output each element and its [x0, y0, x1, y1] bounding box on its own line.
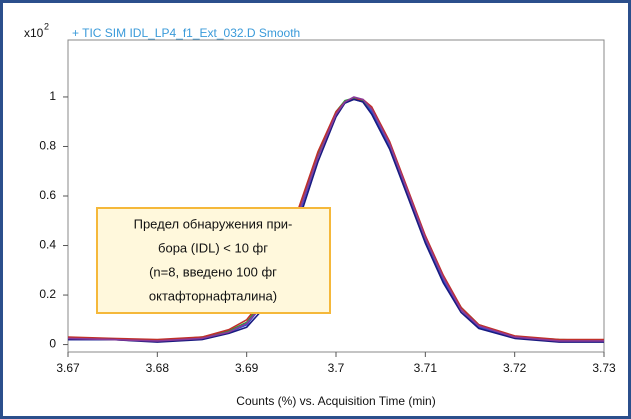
x-tick-label: 3.73: [592, 361, 616, 375]
x-tick-label: 3.71: [414, 361, 438, 375]
y-tick-label: 0: [49, 337, 56, 351]
x-tick-label: 3.69: [235, 361, 259, 375]
annotation-line: (n=8, введено 100 фг: [149, 264, 277, 279]
x-axis-label: Counts (%) vs. Acquisition Time (min): [236, 394, 435, 408]
annotation-line: октафторнафталина): [149, 288, 277, 303]
y-tick-label: 0.2: [39, 287, 56, 301]
x-tick-label: 3.72: [503, 361, 527, 375]
annotation-line: бора (IDL) < 10 фг: [158, 240, 268, 255]
y-tick-label: 0.4: [39, 238, 56, 252]
y-multiplier: x10: [24, 26, 44, 40]
x-tick-label: 3.68: [146, 361, 170, 375]
x-tick-label: 3.7: [328, 361, 345, 375]
series-line: [68, 96, 604, 342]
y-tick-label: 0.6: [39, 188, 56, 202]
y-tick-label: 1: [49, 89, 56, 103]
x-tick-label: 3.67: [56, 361, 80, 375]
annotation-line: Предел обнаружения при-: [134, 216, 293, 231]
chart-title: + TIC SIM IDL_LP4_f1_Ext_032.D Smooth: [72, 26, 300, 40]
y-multiplier-exponent: 2: [44, 21, 49, 31]
series-line: [68, 98, 604, 343]
y-tick-label: 0.8: [39, 139, 56, 153]
annotation-box: [96, 207, 331, 314]
